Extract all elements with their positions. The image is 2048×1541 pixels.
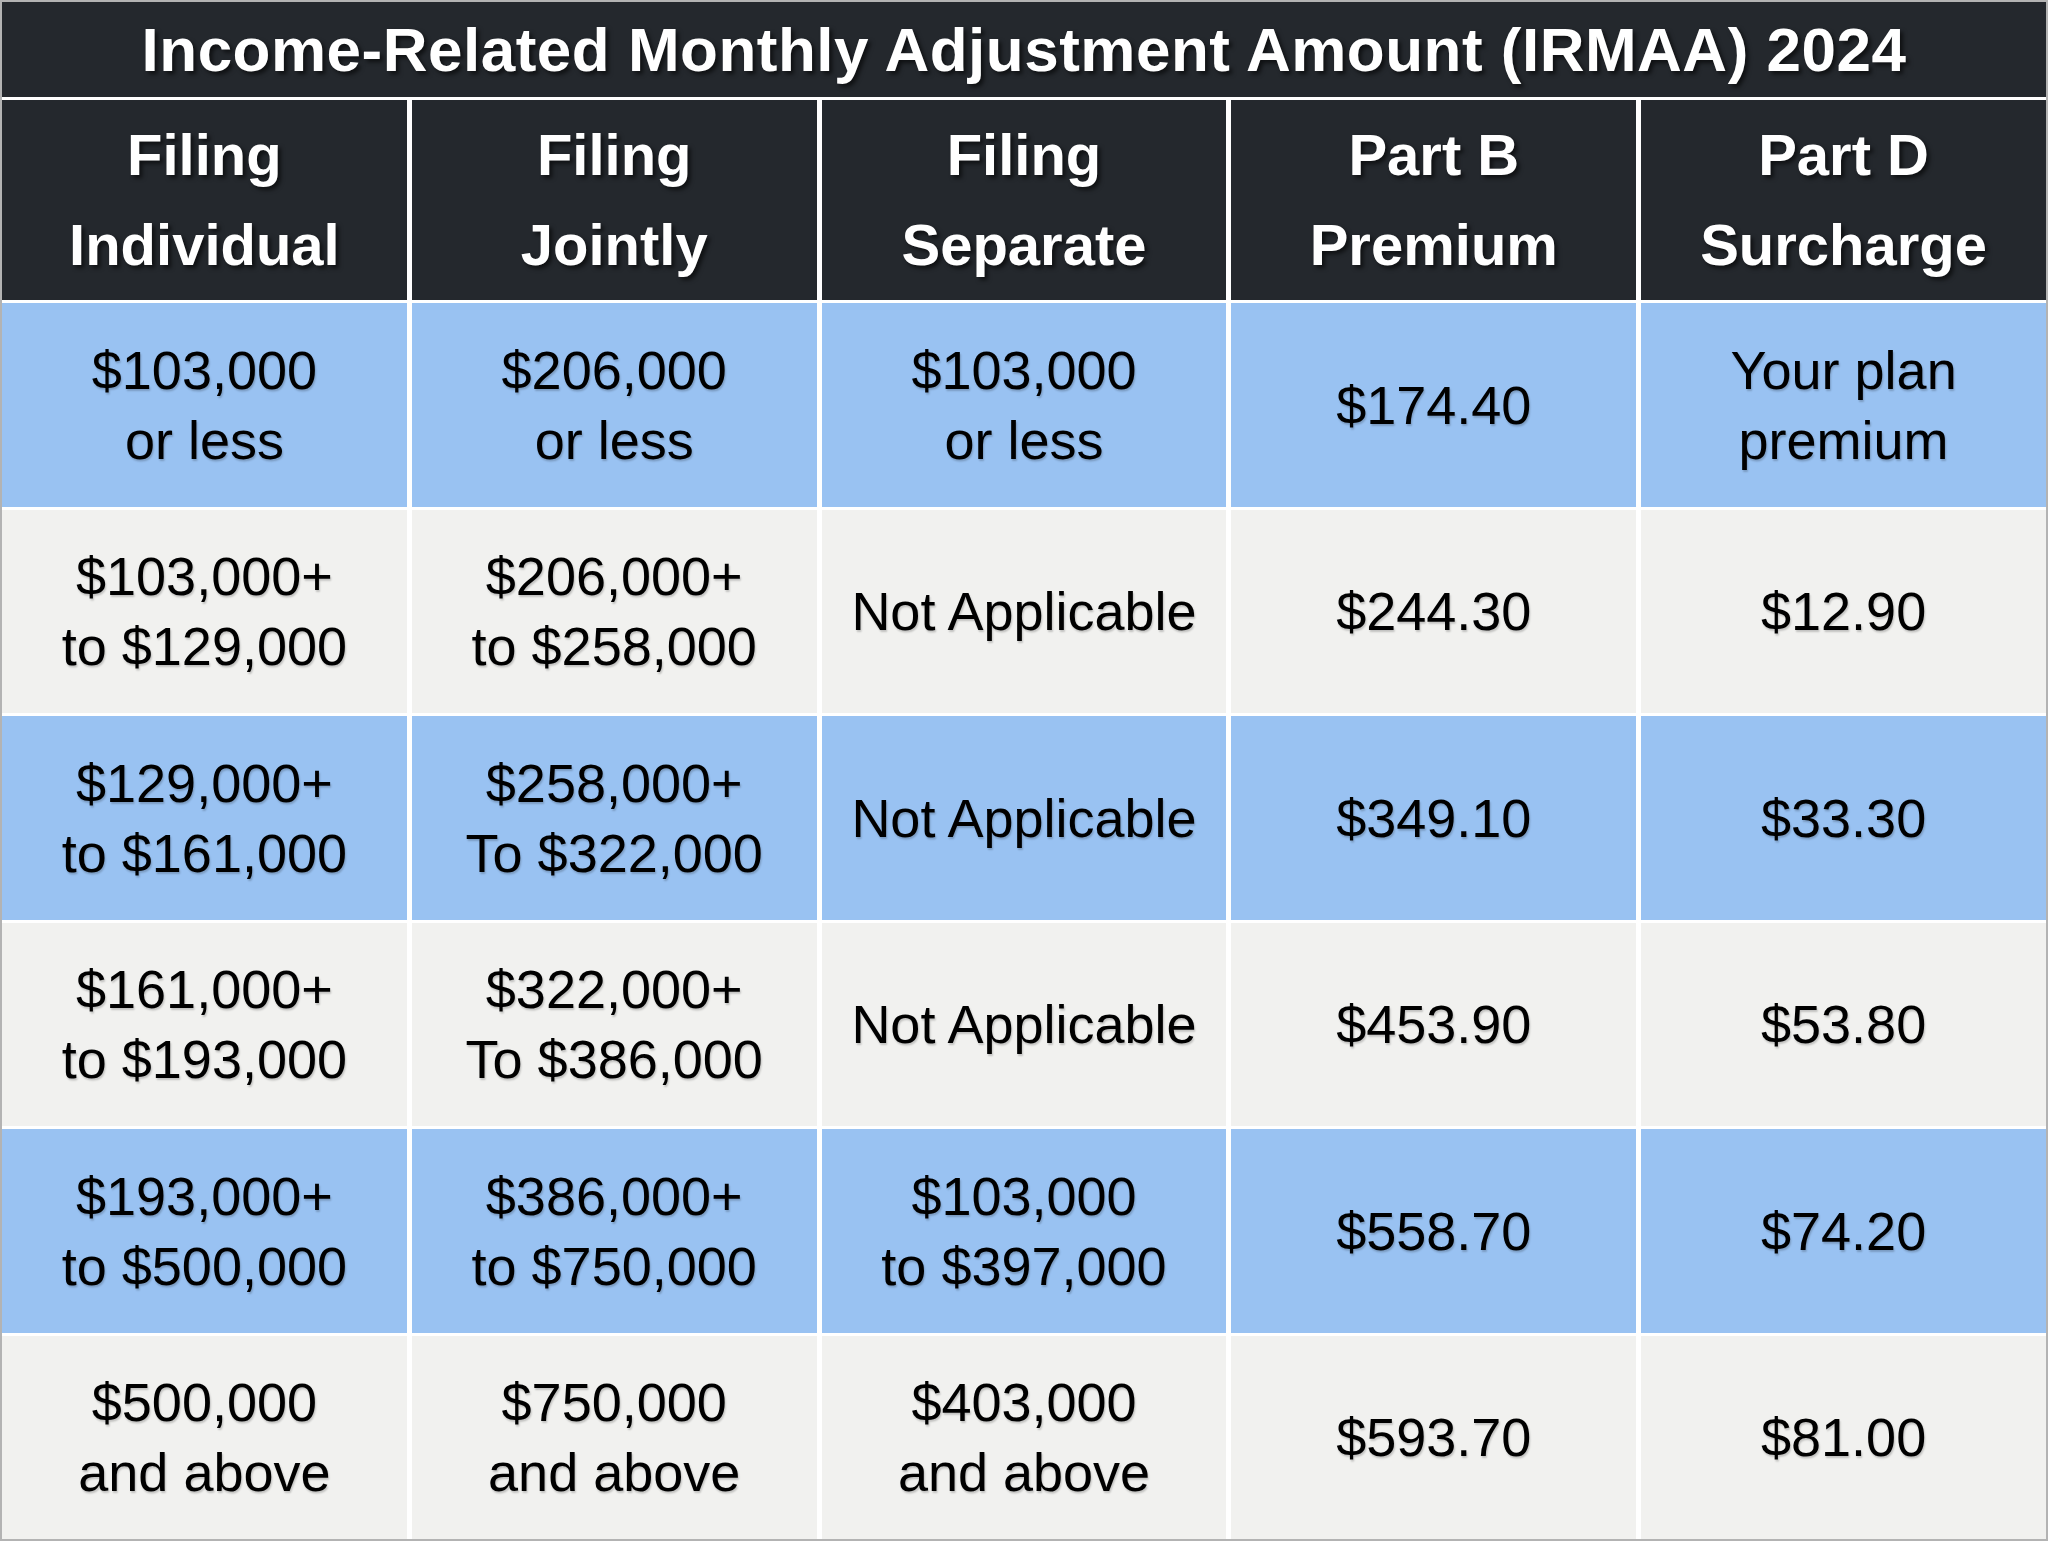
table-cell-r6-c3-line: and above — [898, 1437, 1150, 1507]
header-cell-col3-line: Filing — [947, 110, 1102, 200]
table-cell-r4-c1-line: to $193,000 — [62, 1024, 347, 1094]
header-cell-col3: FilingSeparate — [822, 100, 1227, 300]
table-cell-r2-c1: $103,000+to $129,000 — [2, 510, 407, 714]
table-cell-r3-c1-line: to $161,000 — [62, 818, 347, 888]
table-cell-r5-c3-line: $103,000 — [911, 1161, 1136, 1231]
table-cell-r6-c1-line: $500,000 — [92, 1367, 317, 1437]
header-cell-col1-line: Individual — [69, 200, 340, 290]
table-cell-r3-c2-line: To $322,000 — [466, 818, 763, 888]
table-cell-r1-c2: $206,000or less — [412, 303, 817, 507]
table-cell-r4-c2-line: $322,000+ — [486, 954, 743, 1024]
header-cell-col4-line: Premium — [1310, 200, 1558, 290]
table-cell-r1-c3: $103,000or less — [822, 303, 1227, 507]
table-cell-r4-c1: $161,000+to $193,000 — [2, 923, 407, 1127]
table-cell-r2-c5-line: $12.90 — [1761, 576, 1926, 646]
header-cell-col5-line: Surcharge — [1700, 200, 1987, 290]
header-cell-col1: FilingIndividual — [2, 100, 407, 300]
table-cell-r1-c1-line: $103,000 — [92, 335, 317, 405]
table-cell-r1-c4-line: $174.40 — [1336, 370, 1531, 440]
table-cell-r6-c1-line: and above — [78, 1437, 330, 1507]
table-cell-r5-c5: $74.20 — [1641, 1129, 2046, 1333]
table-cell-r6-c2-line: and above — [488, 1437, 740, 1507]
table-cell-r6-c5-line: $81.00 — [1761, 1402, 1926, 1472]
header-cell-col4-line: Part B — [1348, 110, 1519, 200]
table-cell-r3-c3: Not Applicable — [822, 716, 1227, 920]
table-cell-r6-c5: $81.00 — [1641, 1336, 2046, 1540]
table-cell-r4-c2: $322,000+To $386,000 — [412, 923, 817, 1127]
table-cell-r2-c1-line: $103,000+ — [76, 541, 333, 611]
table-cell-r2-c2-line: $206,000+ — [486, 541, 743, 611]
irmaa-table: Income-Related Monthly Adjustment Amount… — [2, 2, 2046, 1539]
table-cell-r2-c2-line: to $258,000 — [472, 611, 757, 681]
table-cell-r3-c5-line: $33.30 — [1761, 783, 1926, 853]
table-cell-r6-c1: $500,000and above — [2, 1336, 407, 1540]
header-cell-col2: FilingJointly — [412, 100, 817, 300]
table-cell-r5-c1-line: $193,000+ — [76, 1161, 333, 1231]
table-cell-r6-c3-line: $403,000 — [911, 1367, 1136, 1437]
table-cell-r5-c4-line: $558.70 — [1336, 1196, 1531, 1266]
table-cell-r3-c4-line: $349.10 — [1336, 783, 1531, 853]
table-cell-r3-c2: $258,000+To $322,000 — [412, 716, 817, 920]
table-cell-r1-c2-line: $206,000 — [502, 335, 727, 405]
table-cell-r2-c4: $244.30 — [1231, 510, 1636, 714]
table-cell-r3-c3-line: Not Applicable — [851, 783, 1196, 853]
table-cell-r4-c1-line: $161,000+ — [76, 954, 333, 1024]
table-cell-r1-c1-line: or less — [125, 405, 284, 475]
table-cell-r5-c1-line: to $500,000 — [62, 1231, 347, 1301]
table-cell-r2-c2: $206,000+to $258,000 — [412, 510, 817, 714]
table-cell-r3-c1-line: $129,000+ — [76, 748, 333, 818]
table-cell-r3-c2-line: $258,000+ — [486, 748, 743, 818]
table-cell-r5-c2-line: $386,000+ — [486, 1161, 743, 1231]
table-cell-r4-c4-line: $453.90 — [1336, 989, 1531, 1059]
header-cell-col5: Part DSurcharge — [1641, 100, 2046, 300]
table-cell-r5-c2-line: to $750,000 — [472, 1231, 757, 1301]
table-cell-r1-c3-line: $103,000 — [911, 335, 1136, 405]
header-cell-col1-line: Filing — [127, 110, 282, 200]
table-cell-r4-c5: $53.80 — [1641, 923, 2046, 1127]
table-cell-r1-c4: $174.40 — [1231, 303, 1636, 507]
table-cell-r6-c3: $403,000and above — [822, 1336, 1227, 1540]
header-cell-col3-line: Separate — [901, 200, 1146, 290]
table-cell-r2-c3-line: Not Applicable — [851, 576, 1196, 646]
table-cell-r5-c5-line: $74.20 — [1761, 1196, 1926, 1266]
table-cell-r6-c4: $593.70 — [1231, 1336, 1636, 1540]
table-cell-r2-c4-line: $244.30 — [1336, 576, 1531, 646]
table-cell-r4-c2-line: To $386,000 — [466, 1024, 763, 1094]
table-cell-r6-c2-line: $750,000 — [502, 1367, 727, 1437]
table-cell-r4-c3: Not Applicable — [822, 923, 1227, 1127]
table-cell-r1-c2-line: or less — [535, 405, 694, 475]
table-cell-r2-c3: Not Applicable — [822, 510, 1227, 714]
table-cell-r5-c3-line: to $397,000 — [881, 1231, 1166, 1301]
table-cell-r5-c4: $558.70 — [1231, 1129, 1636, 1333]
table-cell-r6-c2: $750,000and above — [412, 1336, 817, 1540]
table-cell-r5-c1: $193,000+to $500,000 — [2, 1129, 407, 1333]
table-cell-r4-c5-line: $53.80 — [1761, 989, 1926, 1059]
table-cell-r5-c3: $103,000to $397,000 — [822, 1129, 1227, 1333]
table-cell-r5-c2: $386,000+to $750,000 — [412, 1129, 817, 1333]
table-cell-r2-c1-line: to $129,000 — [62, 611, 347, 681]
header-cell-col2-line: Jointly — [521, 200, 708, 290]
table-cell-r1-c1: $103,000or less — [2, 303, 407, 507]
table-cell-r3-c5: $33.30 — [1641, 716, 2046, 920]
header-cell-col5-line: Part D — [1758, 110, 1929, 200]
table-cell-r4-c3-line: Not Applicable — [851, 989, 1196, 1059]
table-cell-r4-c4: $453.90 — [1231, 923, 1636, 1127]
table-cell-r6-c4-line: $593.70 — [1336, 1402, 1531, 1472]
table-title: Income-Related Monthly Adjustment Amount… — [2, 2, 2046, 97]
table-cell-r1-c5-line: premium — [1739, 405, 1949, 475]
table-cell-r3-c1: $129,000+to $161,000 — [2, 716, 407, 920]
table-cell-r1-c5: Your planpremium — [1641, 303, 2046, 507]
table-cell-r2-c5: $12.90 — [1641, 510, 2046, 714]
table-cell-r1-c3-line: or less — [944, 405, 1103, 475]
table-cell-r3-c4: $349.10 — [1231, 716, 1636, 920]
header-cell-col2-line: Filing — [537, 110, 692, 200]
header-cell-col4: Part BPremium — [1231, 100, 1636, 300]
table-cell-r1-c5-line: Your plan — [1730, 335, 1956, 405]
irmaa-table-page: Income-Related Monthly Adjustment Amount… — [0, 0, 2048, 1541]
